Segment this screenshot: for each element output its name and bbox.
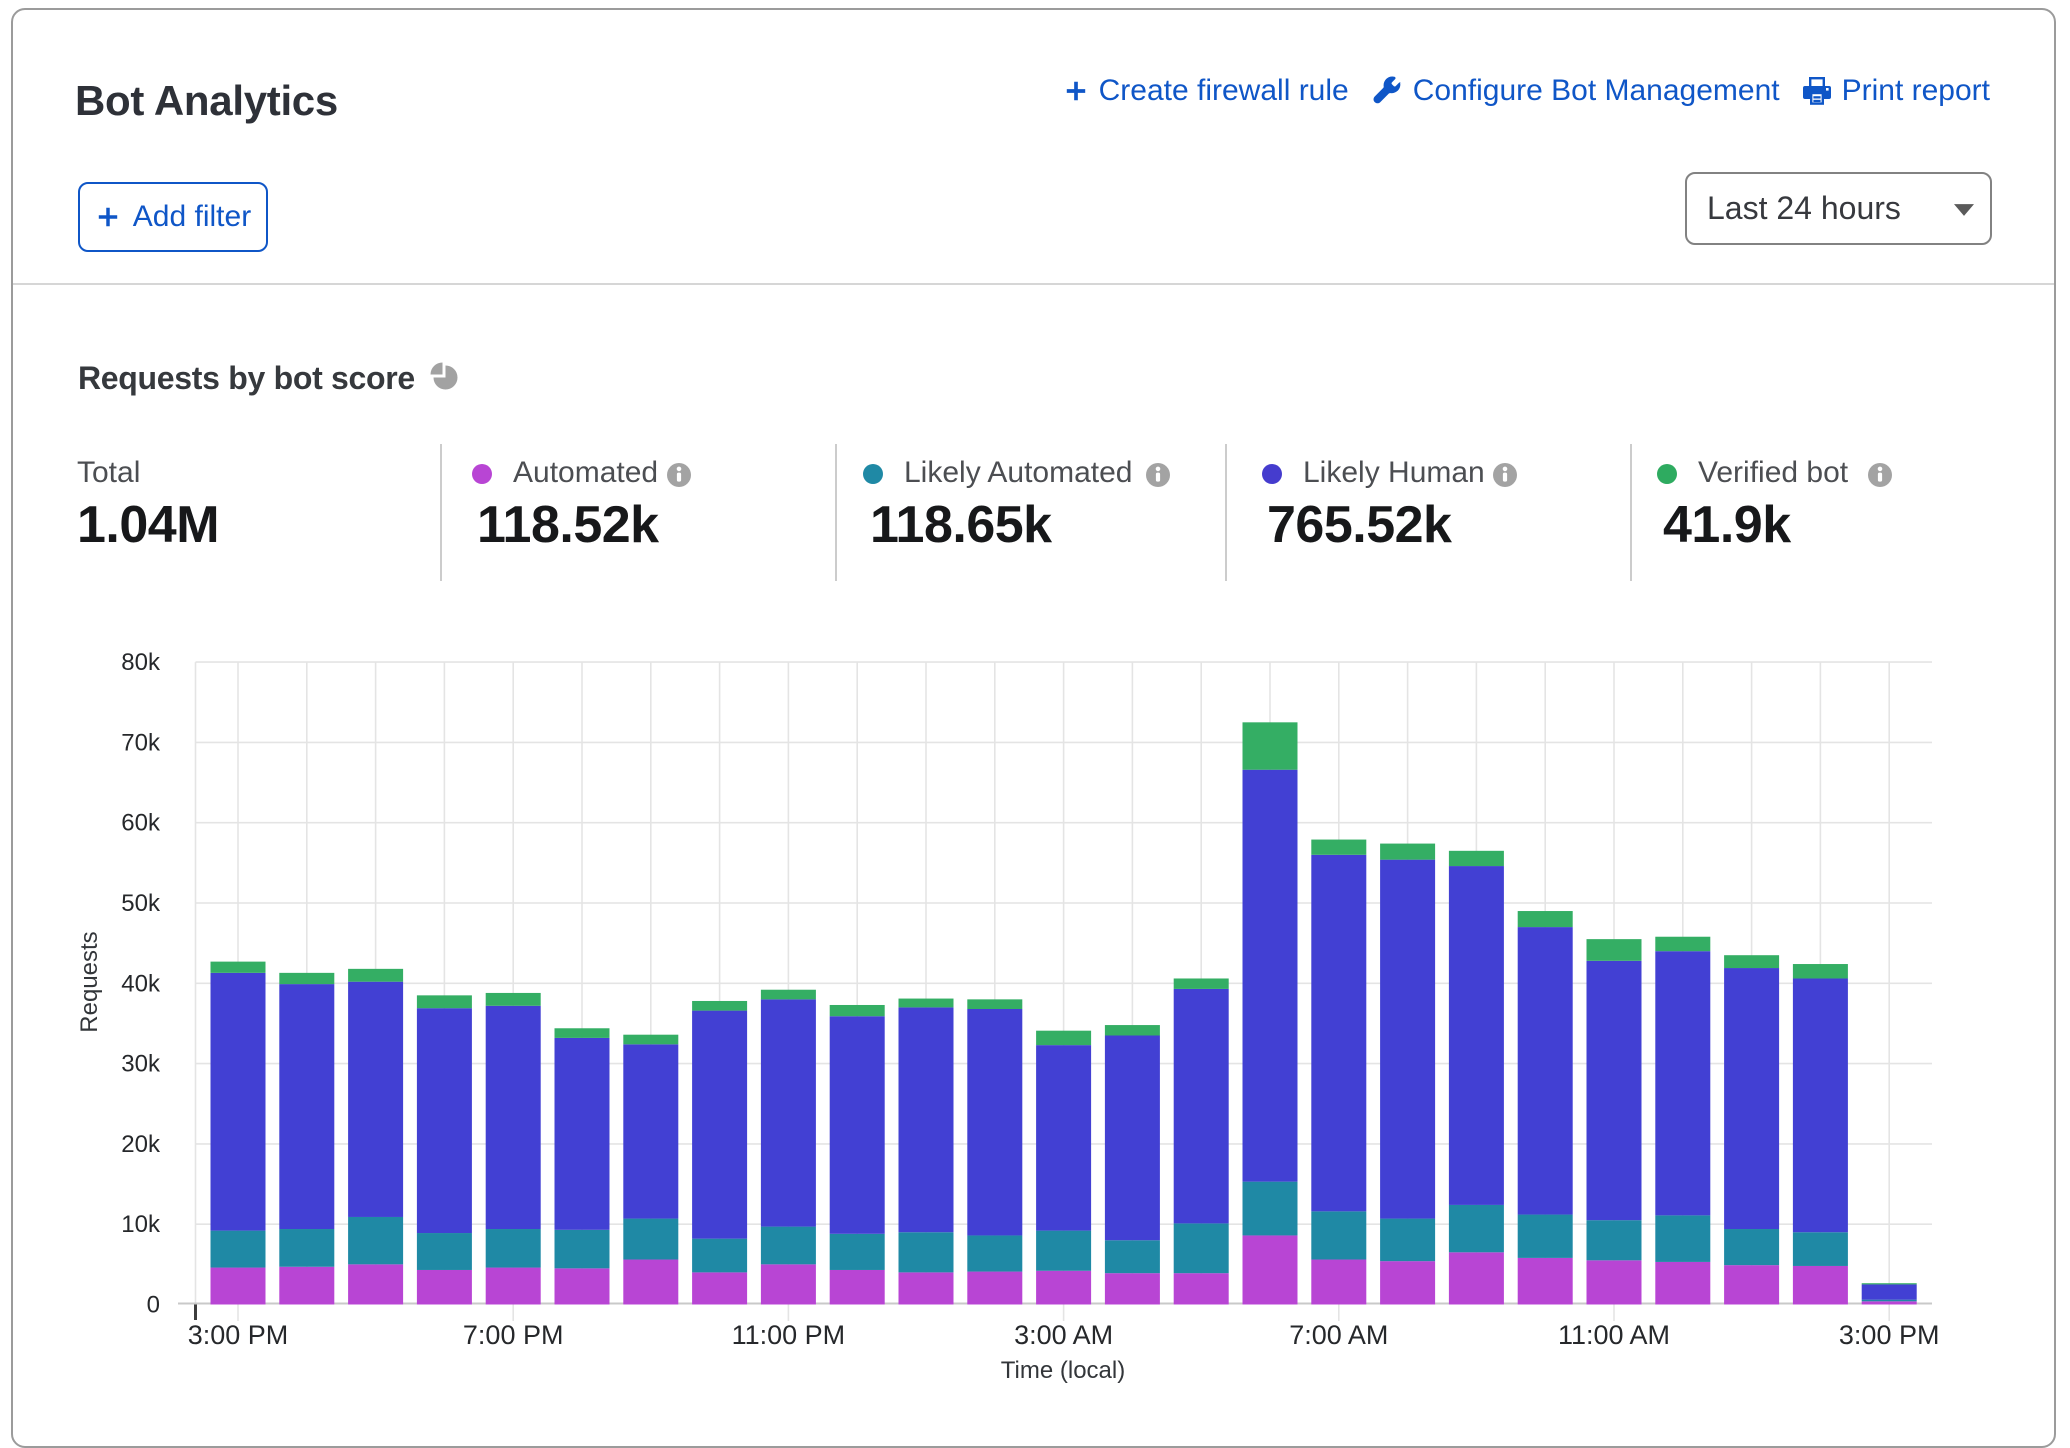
svg-text:30k: 30k [121,1051,161,1078]
svg-text:7:00 AM: 7:00 AM [1289,1320,1388,1350]
svg-text:3:00 PM: 3:00 PM [188,1320,289,1350]
svg-text:Requests: Requests [76,931,103,1032]
svg-text:80k: 80k [121,649,161,676]
svg-text:70k: 70k [121,729,161,756]
svg-text:Time (local): Time (local) [1001,1357,1125,1384]
svg-text:20k: 20k [121,1131,161,1158]
svg-text:40k: 40k [121,970,161,997]
svg-text:7:00 PM: 7:00 PM [463,1320,564,1350]
svg-text:11:00 AM: 11:00 AM [1558,1320,1670,1350]
svg-text:10k: 10k [121,1211,161,1238]
svg-text:60k: 60k [121,810,161,837]
svg-text:3:00 PM: 3:00 PM [1839,1320,1940,1350]
svg-text:11:00 PM: 11:00 PM [732,1320,846,1350]
svg-text:50k: 50k [121,890,161,917]
svg-text:0: 0 [147,1292,160,1319]
svg-text:3:00 AM: 3:00 AM [1014,1320,1113,1350]
